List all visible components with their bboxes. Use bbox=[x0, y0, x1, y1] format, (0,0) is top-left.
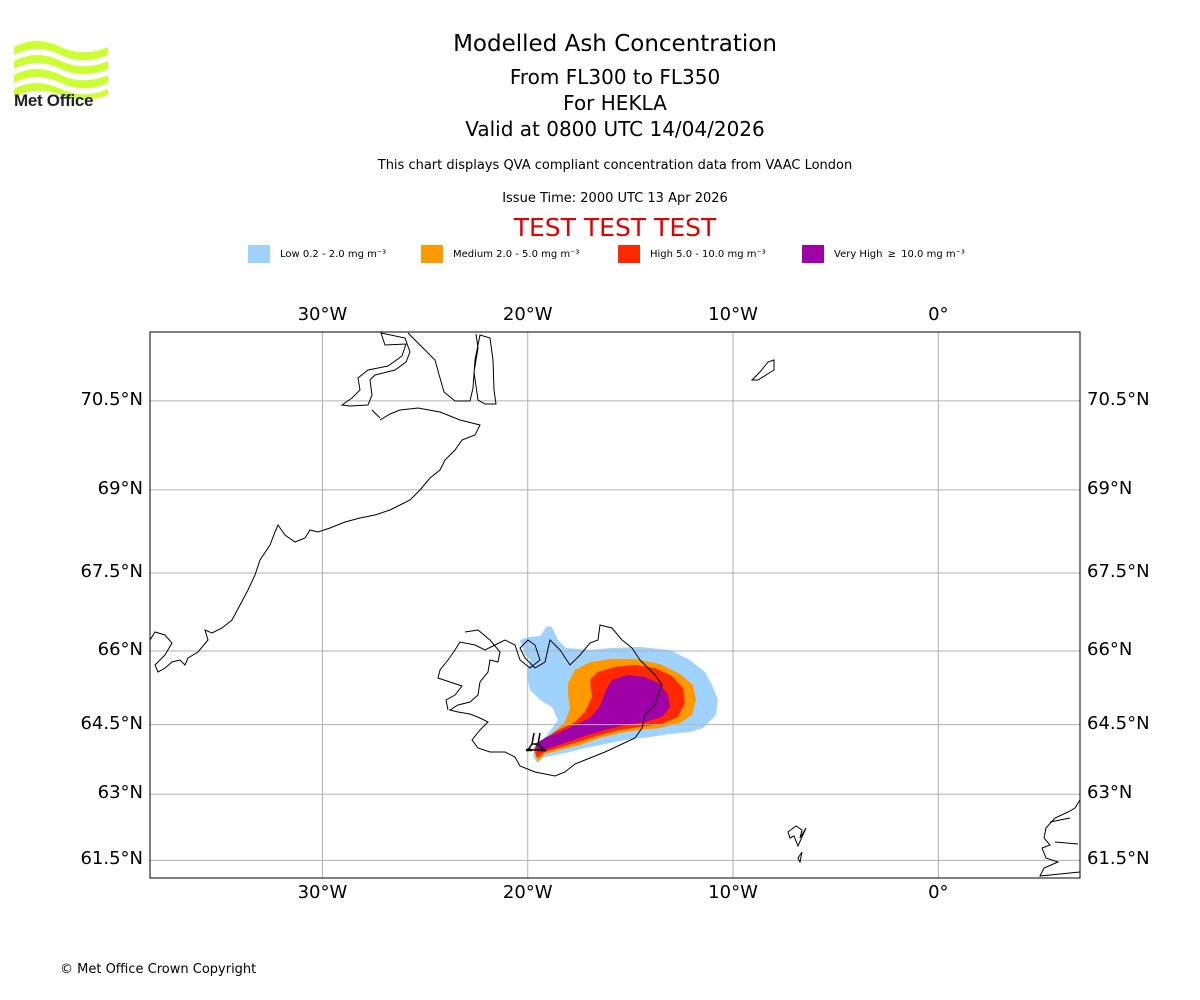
volcano-name: For HEKLA bbox=[563, 91, 667, 115]
ash-plume-very-high bbox=[535, 675, 670, 752]
lon-tick-label-top: 0° bbox=[928, 304, 949, 325]
map-frame bbox=[149, 331, 1081, 879]
lat-tick-label-left: 66°N bbox=[97, 639, 143, 660]
chart-title: Modelled Ash Concentration bbox=[453, 31, 777, 57]
legend-label-very-high: Very High ≥ 10.0 mg m⁻³ bbox=[834, 248, 965, 260]
met-office-logo-icon bbox=[14, 41, 108, 100]
legend-label-low: Low 0.2 - 2.0 mg m⁻³ bbox=[280, 248, 387, 260]
legend-item-high: High 5.0 - 10.0 mg m⁻³ bbox=[618, 244, 766, 264]
lat-tick-label-left: 61.5°N bbox=[80, 848, 143, 870]
copyright-notice: © Met Office Crown Copyright bbox=[60, 962, 257, 977]
met-office-logo-text: Met Office bbox=[14, 91, 94, 110]
legend-item-medium: Medium 2.0 - 5.0 mg m⁻³ bbox=[421, 244, 579, 264]
lat-tick-label-left: 63°N bbox=[97, 782, 143, 804]
legend-swatch-medium bbox=[421, 245, 443, 263]
legend-label-high: High 5.0 - 10.0 mg m⁻³ bbox=[650, 248, 766, 260]
lon-tick-label-top: 20°W bbox=[502, 304, 553, 325]
lat-tick-label-left: 69°N bbox=[97, 477, 143, 499]
lon-tick-label-bottom: 0° bbox=[928, 882, 949, 903]
lat-tick-label-right: 70.5°N bbox=[1087, 388, 1150, 410]
legend-swatch-high bbox=[618, 245, 640, 263]
lon-tick-label-top: 30°W bbox=[297, 304, 348, 325]
valid-time: Valid at 0800 UTC 14/04/2026 bbox=[465, 117, 765, 141]
lon-tick-label-top: 10°W bbox=[708, 304, 758, 325]
coastline-jan-mayen bbox=[750, 359, 775, 381]
coastline-faroe-islands bbox=[787, 825, 807, 864]
legend-item-low: Low 0.2 - 2.0 mg m⁻³ bbox=[248, 244, 386, 264]
coastline-greenland bbox=[149, 332, 497, 673]
legend-swatch-very-high bbox=[802, 245, 824, 263]
coastline-norway bbox=[1039, 799, 1081, 877]
lat-tick-label-left: 64.5°N bbox=[80, 712, 143, 734]
lon-tick-label-bottom: 10°W bbox=[708, 882, 758, 903]
ash-plume bbox=[520, 626, 718, 763]
graticule bbox=[150, 332, 1080, 878]
lat-tick-label-right: 64.5°N bbox=[1087, 712, 1150, 734]
lat-tick-label-left: 67.5°N bbox=[80, 560, 143, 582]
legend-label-medium: Medium 2.0 - 5.0 mg m⁻³ bbox=[453, 248, 580, 260]
lat-tick-label-right: 67.5°N bbox=[1087, 560, 1150, 582]
legend-item-very-high: Very High ≥ 10.0 mg m⁻³ bbox=[802, 244, 965, 264]
issue-time: Issue Time: 2000 UTC 13 Apr 2026 bbox=[502, 191, 728, 206]
lat-tick-label-right: 61.5°N bbox=[1087, 848, 1150, 870]
lat-tick-label-left: 70.5°N bbox=[80, 388, 143, 410]
coastline-iceland bbox=[437, 624, 663, 777]
chart-subtitle: This chart displays QVA compliant concen… bbox=[377, 158, 853, 173]
lat-tick-label-right: 69°N bbox=[1087, 477, 1133, 499]
coastlines bbox=[149, 332, 1081, 877]
flight-level-range: From FL300 to FL350 bbox=[509, 65, 721, 89]
lon-tick-label-bottom: 30°W bbox=[297, 882, 348, 903]
lat-tick-label-right: 63°N bbox=[1087, 782, 1133, 804]
legend-swatch-low bbox=[248, 245, 270, 263]
lon-tick-label-bottom: 20°W bbox=[502, 882, 553, 903]
volcano-symbol-icon bbox=[526, 732, 546, 752]
lat-tick-label-right: 66°N bbox=[1087, 639, 1133, 660]
test-banner: TEST TEST TEST bbox=[513, 213, 717, 242]
